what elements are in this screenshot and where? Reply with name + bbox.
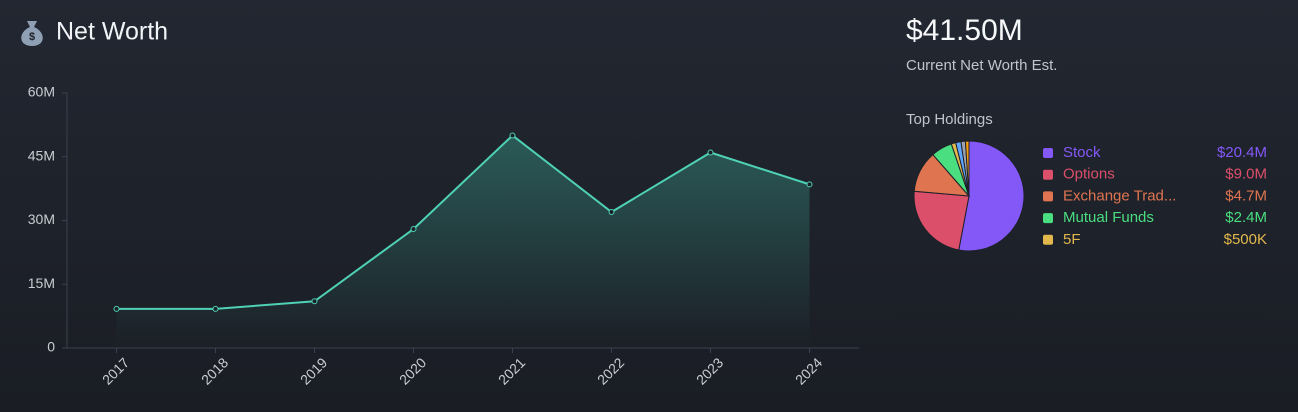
legend-swatch — [1043, 234, 1053, 245]
line — [116, 134, 810, 310]
pie-slice — [913, 190, 970, 251]
y-tick-label: 30M — [28, 211, 55, 227]
y-tick-label: 45M — [28, 147, 55, 163]
y-tick-label: 0 — [47, 339, 55, 355]
net-worth-value: $41.50M — [906, 14, 1023, 47]
area — [116, 135, 810, 348]
money-bag-icon: $ — [21, 21, 43, 46]
legend-swatch — [1043, 169, 1053, 180]
y-tick-label: 60M — [28, 84, 55, 100]
legend-value: $20.4M — [1217, 144, 1267, 161]
point — [410, 226, 417, 232]
legend-label: Mutual Funds — [1063, 209, 1154, 226]
pie-title: Top Holdings — [906, 111, 993, 128]
chart-title: Net Worth — [56, 18, 168, 46]
point — [311, 298, 318, 305]
legend-label: 5F — [1063, 231, 1081, 248]
legend-value: $2.4M — [1225, 209, 1267, 226]
legend-label: Exchange Trad... — [1063, 187, 1176, 204]
legend-swatch — [1043, 191, 1053, 202]
point — [707, 149, 714, 156]
pie-slice — [964, 140, 970, 197]
point — [608, 209, 615, 215]
point — [806, 181, 813, 188]
point — [113, 305, 120, 312]
legend-label: Options — [1063, 166, 1115, 183]
net-worth-label: Current Net Worth Est. — [906, 57, 1057, 74]
point — [509, 132, 516, 139]
pie-slice — [958, 140, 1025, 252]
svg-text:$: $ — [29, 31, 35, 43]
legend-swatch — [1043, 213, 1053, 224]
legend-value: $4.7M — [1225, 187, 1267, 204]
legend-swatch — [1043, 148, 1053, 158]
legend-value: $9.0M — [1225, 166, 1267, 183]
legend-value: $500K — [1224, 231, 1267, 248]
legend-label: Stock — [1063, 144, 1101, 161]
point — [212, 305, 219, 312]
y-tick-label: 15M — [28, 275, 55, 291]
